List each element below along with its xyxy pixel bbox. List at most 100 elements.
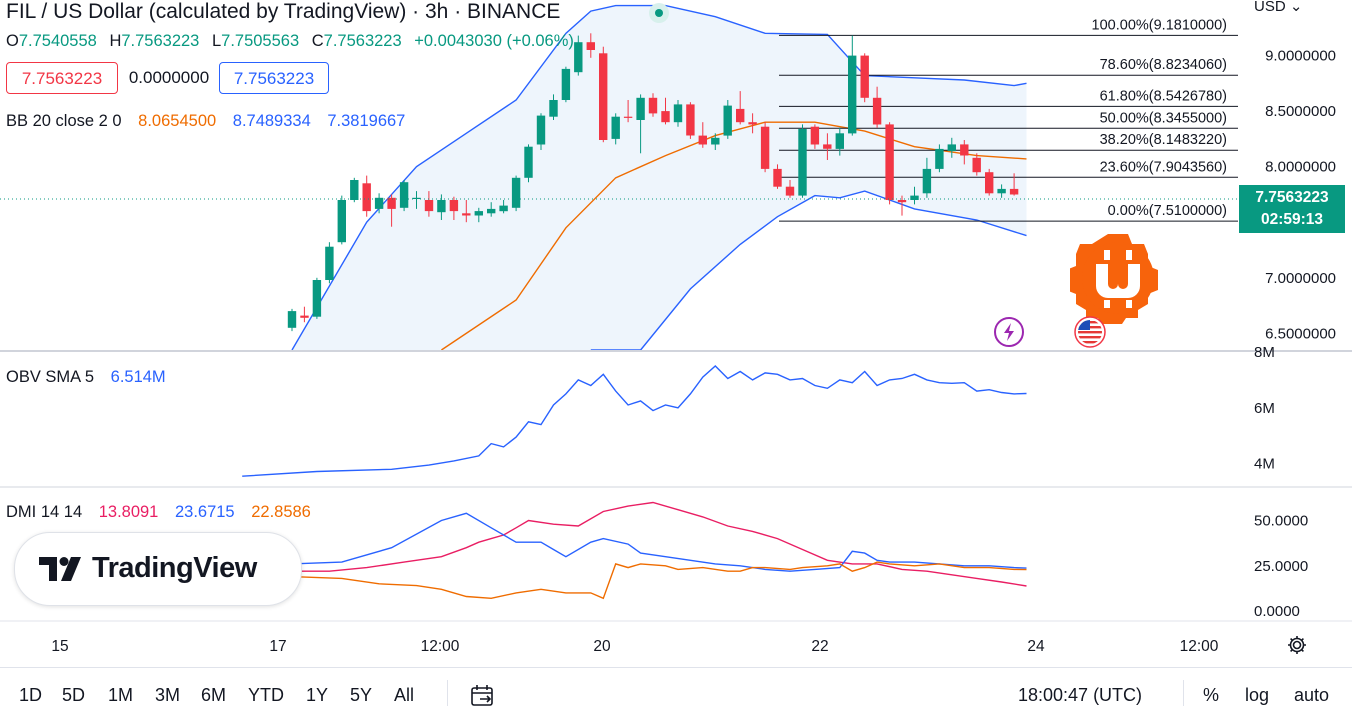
dmi-minus-di-line (242, 561, 1027, 600)
candle[interactable] (673, 100, 683, 127)
candle[interactable] (1009, 173, 1019, 196)
candle[interactable] (997, 184, 1006, 198)
candle[interactable] (922, 157, 932, 198)
candle[interactable] (362, 175, 371, 217)
timeframe-button-5d[interactable]: 5D (62, 685, 86, 705)
timeframe-button-1y[interactable]: 1Y (306, 685, 329, 705)
candle[interactable] (785, 180, 795, 198)
candle[interactable] (860, 53, 869, 103)
ohlc-close: 7.7563223 (323, 32, 402, 50)
candle[interactable] (524, 144, 533, 183)
candle[interactable] (536, 113, 546, 150)
obv-tick-label: 6M (1254, 400, 1275, 417)
utc-clock[interactable]: 18:00:47 (UTC) (1018, 685, 1143, 705)
time-axis-bg[interactable] (0, 622, 1352, 667)
candle[interactable] (561, 66, 571, 103)
candle[interactable] (810, 124, 820, 149)
candle[interactable] (897, 195, 907, 216)
candle[interactable] (748, 113, 757, 134)
log-scale-button[interactable]: log (1245, 685, 1270, 705)
candle[interactable] (337, 195, 346, 245)
candle-body (698, 135, 707, 145)
candle[interactable] (574, 35, 583, 76)
candle[interactable] (350, 177, 359, 203)
candle[interactable] (661, 97, 670, 125)
candle[interactable] (823, 133, 832, 160)
candle-body (736, 108, 745, 123)
candle[interactable] (487, 202, 496, 217)
candle-body (337, 200, 346, 243)
timeframe-button-1m[interactable]: 1M (108, 685, 134, 705)
candle[interactable] (910, 186, 919, 205)
candle[interactable] (462, 200, 471, 223)
candle[interactable] (985, 168, 994, 196)
candle[interactable] (474, 207, 483, 223)
candle-body (424, 200, 434, 212)
candle[interactable] (885, 122, 894, 205)
currency-selector[interactable]: USD ⌄ (1254, 0, 1302, 15)
timeframe-button-all[interactable]: All (394, 685, 415, 705)
candle[interactable] (798, 124, 807, 198)
bar-countdown: 02:59:13 (1260, 211, 1324, 228)
candle[interactable] (586, 33, 595, 58)
candle[interactable] (312, 277, 322, 319)
calendar-range-icon[interactable] (470, 684, 496, 708)
candle[interactable] (449, 196, 459, 220)
candle[interactable] (599, 46, 608, 143)
bb-legend[interactable]: BB 20 close 2 0 8.0654500 8.7489334 7.38… (6, 112, 405, 131)
candle[interactable] (325, 242, 334, 284)
candle-body (711, 137, 720, 145)
candle[interactable] (723, 100, 732, 139)
candle[interactable] (711, 133, 720, 150)
candle[interactable] (424, 191, 434, 217)
candle[interactable] (947, 137, 956, 158)
candle[interactable] (648, 93, 658, 117)
candle[interactable] (760, 122, 770, 173)
candle[interactable] (686, 102, 695, 139)
tradingview-logo-icon (39, 557, 81, 581)
candle[interactable] (399, 180, 409, 212)
candle[interactable] (300, 306, 309, 323)
us-flag-icon[interactable] (1073, 316, 1107, 348)
candle-body (935, 148, 944, 169)
timeframe-button-ytd[interactable]: YTD (248, 685, 284, 705)
candle[interactable] (848, 35, 857, 136)
candle[interactable] (736, 91, 745, 125)
candle[interactable] (835, 127, 844, 156)
candle-body (586, 42, 595, 50)
candle[interactable] (636, 94, 645, 154)
candle[interactable] (623, 100, 633, 123)
gear-icon[interactable] (1286, 634, 1308, 656)
candle[interactable] (960, 140, 969, 165)
dmi-legend[interactable]: DMI 14 14 13.8091 23.6715 22.8586 (6, 503, 311, 522)
candle[interactable] (935, 144, 944, 173)
auto-scale-button[interactable]: auto (1294, 685, 1330, 705)
tradingview-logo[interactable]: TradingView (14, 532, 302, 606)
bitcoin-cash-icon[interactable] (1070, 232, 1166, 324)
candle-body (312, 280, 322, 317)
percent-scale-button[interactable]: % (1203, 685, 1220, 705)
candle[interactable] (437, 194, 446, 220)
lightning-icon[interactable] (993, 316, 1025, 348)
candle[interactable] (698, 122, 707, 148)
candle[interactable] (387, 194, 396, 227)
candle[interactable] (499, 200, 508, 214)
candle[interactable] (549, 94, 558, 120)
currency-label: USD (1254, 0, 1286, 15)
candle[interactable] (412, 191, 421, 209)
candle[interactable] (611, 113, 620, 145)
candle[interactable] (972, 153, 981, 176)
candle[interactable] (773, 164, 782, 189)
timeframe-button-1d[interactable]: 1D (19, 685, 43, 705)
time-tick-label: 17 (269, 638, 286, 655)
timeframe-button-3m[interactable]: 3M (155, 685, 181, 705)
candle[interactable] (374, 193, 384, 214)
candle[interactable] (872, 86, 882, 128)
buy-price-button[interactable]: 7.7563223 (219, 62, 329, 94)
timeframe-button-5y[interactable]: 5Y (350, 685, 373, 705)
candle[interactable] (511, 175, 521, 212)
sell-price-button[interactable]: 7.7563223 (6, 62, 118, 94)
timeframe-button-6m[interactable]: 6M (201, 685, 227, 705)
obv-legend[interactable]: OBV SMA 5 6.514M (6, 368, 166, 387)
candle[interactable] (287, 308, 297, 332)
